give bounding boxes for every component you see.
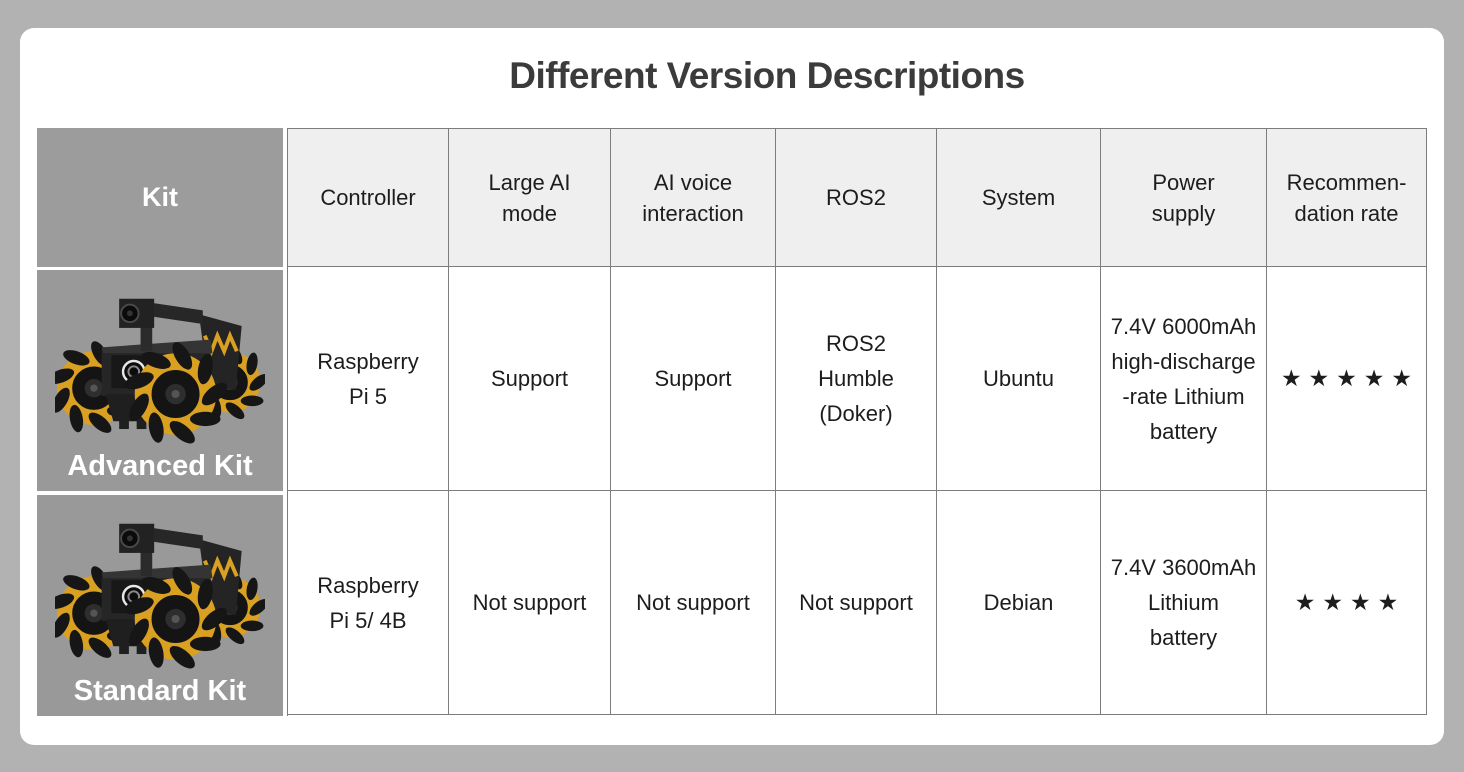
advanced-rating-stars: ★★★★★ — [1267, 267, 1427, 491]
advanced-kit-robot-image — [55, 276, 265, 444]
column-header-controller: Controller — [288, 129, 449, 267]
column-header-recommendation-rate: Recommen- dation rate — [1267, 129, 1427, 267]
standard-large-ai-cell: Not support — [449, 491, 611, 715]
column-header-system: System — [937, 129, 1101, 267]
standard-power-cell: 7.4V 3600mAh Lithium battery — [1101, 491, 1267, 715]
advanced-voice-cell: Support — [611, 267, 776, 491]
advanced-controller-cell: Raspberry Pi 5 — [288, 267, 449, 491]
column-header-power-supply: Power supply — [1101, 129, 1267, 267]
kit-cell-advanced: Advanced Kit — [37, 270, 283, 491]
kit-header-cell: Kit — [37, 128, 283, 267]
standard-ros2-cell: Not support — [776, 491, 937, 715]
column-header-large-ai-mode: Large AI mode — [449, 129, 611, 267]
standard-controller-cell: Raspberry Pi 5/ 4B — [288, 491, 449, 715]
kit-column: Kit Advanced Kit Standard Kit — [37, 128, 283, 716]
standard-kit-robot-image — [55, 501, 265, 669]
advanced-system-cell: Ubuntu — [937, 267, 1101, 491]
comparison-table: Kit Advanced Kit Standard Kit Controller… — [37, 128, 1427, 716]
page-title: Different Version Descriptions — [509, 55, 1025, 96]
advanced-power-cell: 7.4V 6000mAh high-discharge -rate Lithiu… — [1101, 267, 1267, 491]
spec-grid: Controller Large AI mode AI voice intera… — [287, 128, 1427, 716]
kit-cell-standard: Standard Kit — [37, 495, 283, 716]
standard-rating-stars: ★★★★ — [1267, 491, 1427, 715]
standard-kit-label: Standard Kit — [73, 675, 247, 707]
column-header-ai-voice-interaction: AI voice interaction — [611, 129, 776, 267]
advanced-large-ai-cell: Support — [449, 267, 611, 491]
standard-voice-cell: Not support — [611, 491, 776, 715]
advanced-ros2-cell: ROS2 Humble (Doker) — [776, 267, 937, 491]
standard-system-cell: Debian — [937, 491, 1101, 715]
advanced-kit-label: Advanced Kit — [67, 450, 253, 482]
content-card: Different Version Descriptions Kit Advan… — [20, 28, 1444, 745]
column-header-ros2: ROS2 — [776, 129, 937, 267]
